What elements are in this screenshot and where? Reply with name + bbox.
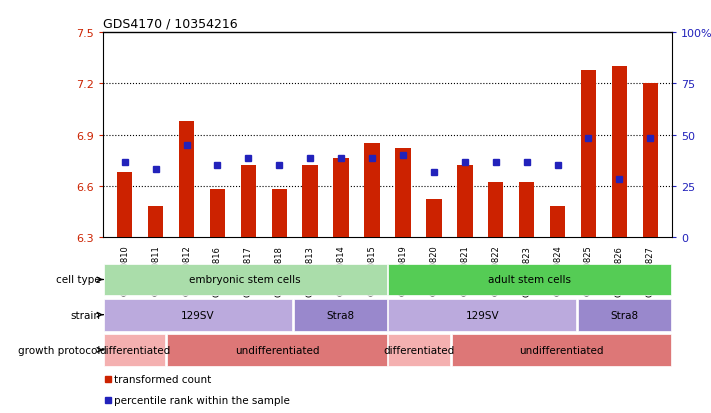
Bar <box>550 207 565 237</box>
Bar <box>210 190 225 237</box>
Bar <box>294 299 387 331</box>
Text: undifferentiated: undifferentiated <box>235 345 319 355</box>
Text: cell type: cell type <box>55 275 100 285</box>
Bar <box>104 299 292 331</box>
Bar <box>578 299 671 331</box>
Text: undifferentiated: undifferentiated <box>519 345 604 355</box>
Bar <box>104 264 387 296</box>
Bar <box>104 334 166 366</box>
Text: Stra8: Stra8 <box>326 310 354 320</box>
Text: 129SV: 129SV <box>466 310 499 320</box>
Bar <box>643 84 658 237</box>
Text: strain: strain <box>70 310 100 320</box>
Text: differentiated: differentiated <box>99 345 171 355</box>
Bar <box>388 264 671 296</box>
Bar <box>364 144 380 237</box>
Text: percentile rank within the sample: percentile rank within the sample <box>114 395 290 405</box>
Bar <box>426 200 442 237</box>
Bar <box>272 190 287 237</box>
Bar <box>240 166 256 237</box>
Bar <box>179 121 194 237</box>
Bar <box>388 299 576 331</box>
Bar <box>148 207 164 237</box>
Text: adult stem cells: adult stem cells <box>488 275 571 285</box>
Bar <box>388 334 450 366</box>
Bar <box>451 334 671 366</box>
Bar <box>611 67 627 237</box>
Bar <box>333 159 349 237</box>
Bar <box>302 166 318 237</box>
Bar <box>457 166 473 237</box>
Bar <box>581 71 596 237</box>
Bar <box>117 173 132 237</box>
Text: transformed count: transformed count <box>114 374 211 384</box>
Bar <box>395 149 411 237</box>
Bar <box>167 334 387 366</box>
Text: Stra8: Stra8 <box>611 310 638 320</box>
Text: 129SV: 129SV <box>181 310 215 320</box>
Bar <box>488 183 503 237</box>
Text: growth protocol: growth protocol <box>18 345 100 355</box>
Bar <box>519 183 535 237</box>
Text: embryonic stem cells: embryonic stem cells <box>190 275 301 285</box>
Text: GDS4170 / 10354216: GDS4170 / 10354216 <box>103 17 237 31</box>
Text: differentiated: differentiated <box>383 345 455 355</box>
